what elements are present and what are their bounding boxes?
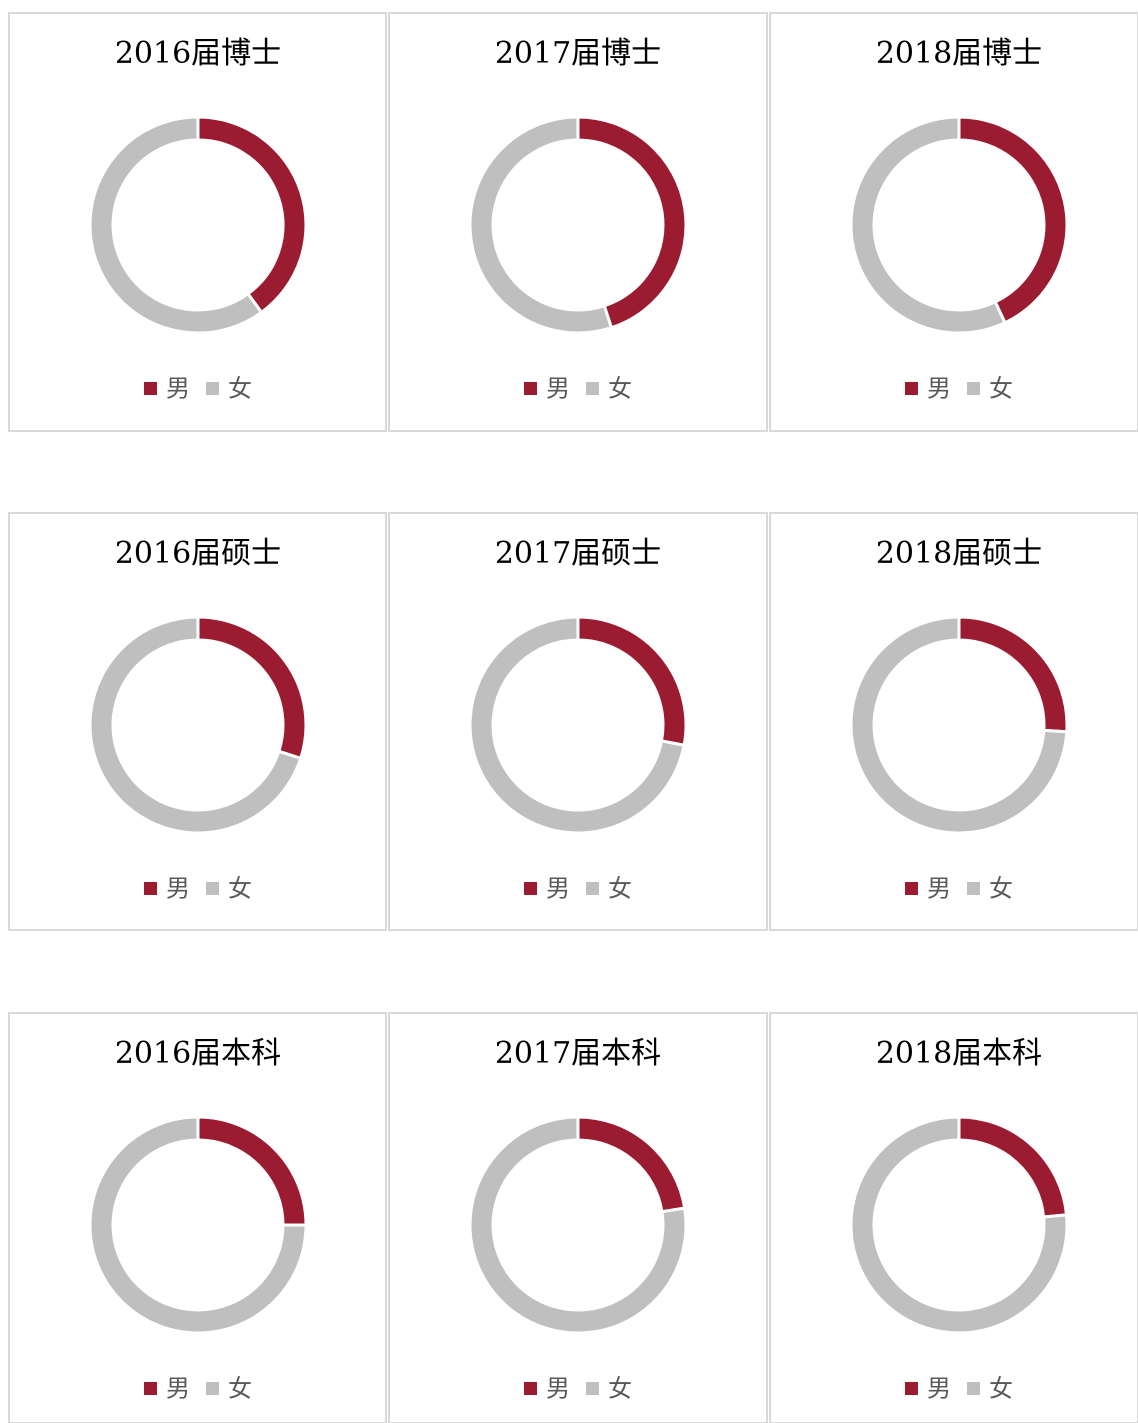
chart-title: 2018届硕士	[876, 536, 1042, 571]
panel	[8, 12, 387, 432]
legend-label: 男	[927, 375, 951, 403]
legend-swatch	[524, 1382, 537, 1395]
legend-swatch	[144, 382, 157, 395]
panel	[8, 1012, 387, 1423]
legend-swatch	[206, 1382, 219, 1395]
legend-swatch	[524, 882, 537, 895]
chart-title: 2016届硕士	[115, 536, 281, 571]
donut-segment	[849, 1115, 1069, 1335]
donut-segment	[88, 1115, 308, 1335]
legend-swatch	[905, 1382, 918, 1395]
legend-swatch	[905, 882, 918, 895]
panel	[388, 12, 768, 432]
legend-label: 男	[166, 875, 190, 903]
legend-label: 女	[989, 875, 1013, 903]
panel	[769, 12, 1138, 432]
panel	[8, 512, 387, 931]
legend-label: 男	[546, 1375, 570, 1403]
donut-segment	[849, 115, 1007, 335]
chart-title: 2016届博士	[115, 36, 281, 71]
panel	[769, 1012, 1138, 1423]
legend-label: 男	[546, 375, 570, 403]
legend-label: 男	[166, 375, 190, 403]
legend-label: 男	[927, 875, 951, 903]
legend-swatch	[206, 382, 219, 395]
legend-swatch	[586, 1382, 599, 1395]
panel	[388, 1012, 768, 1423]
legend-swatch	[586, 882, 599, 895]
legend-label: 男	[927, 1375, 951, 1403]
panel	[769, 512, 1138, 931]
donut-segment	[88, 115, 264, 335]
panel	[388, 512, 768, 931]
donut-segment	[88, 615, 303, 835]
chart-title: 2017届博士	[495, 36, 661, 71]
legend-swatch	[905, 382, 918, 395]
legend-swatch	[967, 382, 980, 395]
legend-label: 男	[166, 1375, 190, 1403]
legend-swatch	[144, 1382, 157, 1395]
chart-title: 2016届本科	[115, 1036, 281, 1071]
donut-segment	[468, 615, 686, 835]
chart-title: 2017届本科	[495, 1036, 661, 1071]
donut-segment	[849, 615, 1069, 835]
legend-swatch	[967, 882, 980, 895]
legend-swatch	[586, 382, 599, 395]
legend-label: 女	[608, 375, 632, 403]
chart-title: 2018届博士	[876, 36, 1042, 71]
chart-title: 2017届硕士	[495, 536, 661, 571]
legend-label: 女	[608, 1375, 632, 1403]
chart-title: 2018届本科	[876, 1036, 1042, 1071]
legend-label: 女	[608, 875, 632, 903]
legend-swatch	[967, 1382, 980, 1395]
legend-label: 女	[228, 375, 252, 403]
legend-swatch	[144, 882, 157, 895]
legend-label: 女	[228, 875, 252, 903]
legend-swatch	[206, 882, 219, 895]
donut-segment	[468, 1115, 688, 1335]
legend-label: 女	[989, 375, 1013, 403]
legend-label: 男	[546, 875, 570, 903]
donut-segment	[468, 115, 614, 335]
legend-label: 女	[989, 1375, 1013, 1403]
legend-label: 女	[228, 1375, 252, 1403]
legend-swatch	[524, 382, 537, 395]
